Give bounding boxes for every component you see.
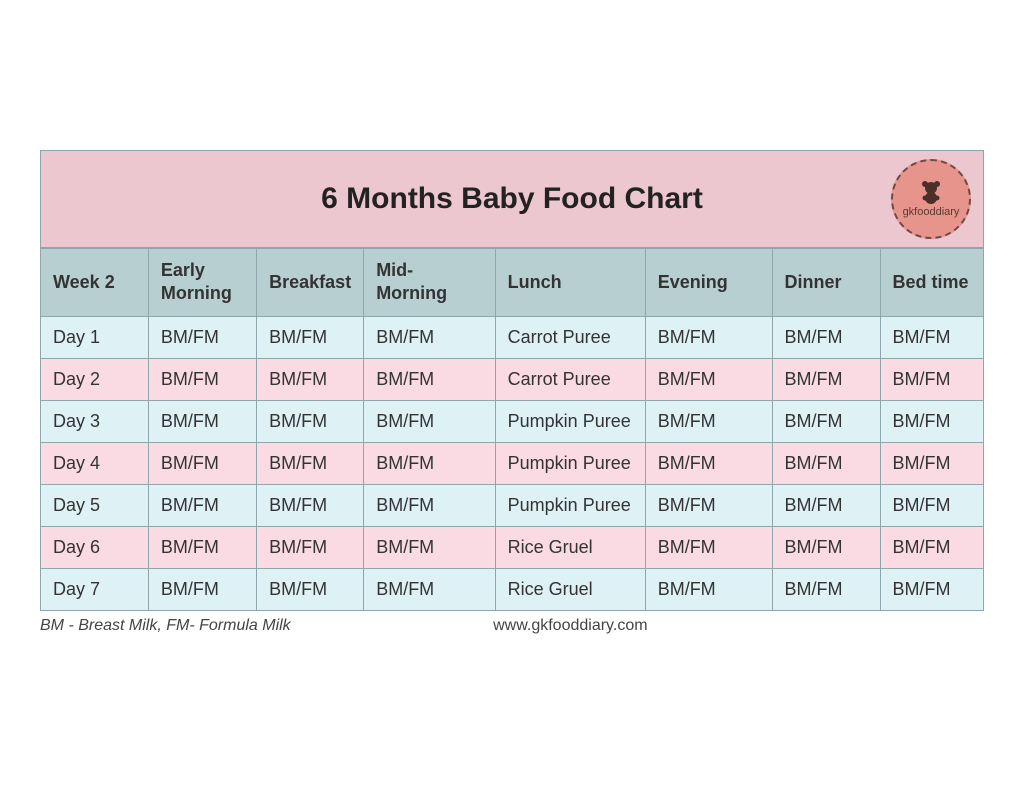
cell-value: BM/FM xyxy=(364,442,495,484)
food-chart-table: Week 2 Early Morning Breakfast Mid- Morn… xyxy=(40,248,984,611)
brand-badge: gkfooddiary xyxy=(891,159,971,239)
cell-value: BM/FM xyxy=(645,358,772,400)
cell-value: BM/FM xyxy=(772,484,880,526)
cell-value: BM/FM xyxy=(880,442,983,484)
table-row: Day 2 BM/FM BM/FM BM/FM Carrot Puree BM/… xyxy=(41,358,984,400)
title-bar: 6 Months Baby Food Chart gkfooddiary xyxy=(40,150,984,248)
cell-value: BM/FM xyxy=(364,400,495,442)
cell-value: BM/FM xyxy=(257,316,364,358)
table-row: Day 7 BM/FM BM/FM BM/FM Rice Gruel BM/FM… xyxy=(41,568,984,610)
chart-title: 6 Months Baby Food Chart xyxy=(321,182,703,216)
cell-value: BM/FM xyxy=(772,400,880,442)
cell-value: BM/FM xyxy=(148,400,256,442)
table-row: Day 3 BM/FM BM/FM BM/FM Pumpkin Puree BM… xyxy=(41,400,984,442)
cell-value: BM/FM xyxy=(645,316,772,358)
cell-value: BM/FM xyxy=(148,442,256,484)
cell-value: BM/FM xyxy=(645,568,772,610)
col-header-breakfast: Breakfast xyxy=(257,249,364,317)
cell-value: Pumpkin Puree xyxy=(495,442,645,484)
table-header-row: Week 2 Early Morning Breakfast Mid- Morn… xyxy=(41,249,984,317)
cell-value: BM/FM xyxy=(364,484,495,526)
col-header-lunch: Lunch xyxy=(495,249,645,317)
col-header-early-morning: Early Morning xyxy=(148,249,256,317)
cell-value: BM/FM xyxy=(364,526,495,568)
cell-value: BM/FM xyxy=(772,442,880,484)
table-row: Day 4 BM/FM BM/FM BM/FM Pumpkin Puree BM… xyxy=(41,442,984,484)
cell-value: BM/FM xyxy=(772,316,880,358)
cell-value: BM/FM xyxy=(257,484,364,526)
col-header-bed-time: Bed time xyxy=(880,249,983,317)
cell-value: BM/FM xyxy=(364,358,495,400)
cell-value: BM/FM xyxy=(645,484,772,526)
cell-value: Rice Gruel xyxy=(495,526,645,568)
cell-value: Pumpkin Puree xyxy=(495,400,645,442)
cell-value: BM/FM xyxy=(148,568,256,610)
cell-value: Pumpkin Puree xyxy=(495,484,645,526)
footer-legend: BM - Breast Milk, FM- Formula Milk xyxy=(40,617,493,635)
cell-value: BM/FM xyxy=(257,400,364,442)
teddy-bear-icon xyxy=(920,180,942,204)
footer-url: www.gkfooddiary.com xyxy=(493,617,984,635)
cell-value: BM/FM xyxy=(772,568,880,610)
cell-value: BM/FM xyxy=(257,442,364,484)
cell-value: Carrot Puree xyxy=(495,316,645,358)
cell-value: BM/FM xyxy=(880,316,983,358)
cell-value: BM/FM xyxy=(645,526,772,568)
cell-value: BM/FM xyxy=(645,442,772,484)
cell-value: BM/FM xyxy=(257,568,364,610)
cell-value: BM/FM xyxy=(880,358,983,400)
cell-value: BM/FM xyxy=(257,358,364,400)
cell-day: Day 6 xyxy=(41,526,149,568)
brand-label: gkfooddiary xyxy=(903,206,960,218)
col-header-dinner: Dinner xyxy=(772,249,880,317)
cell-value: Carrot Puree xyxy=(495,358,645,400)
cell-value: Rice Gruel xyxy=(495,568,645,610)
cell-value: BM/FM xyxy=(880,568,983,610)
cell-day: Day 1 xyxy=(41,316,149,358)
cell-day: Day 3 xyxy=(41,400,149,442)
cell-day: Day 2 xyxy=(41,358,149,400)
table-row: Day 6 BM/FM BM/FM BM/FM Rice Gruel BM/FM… xyxy=(41,526,984,568)
cell-value: BM/FM xyxy=(257,526,364,568)
cell-value: BM/FM xyxy=(148,316,256,358)
cell-value: BM/FM xyxy=(364,316,495,358)
cell-value: BM/FM xyxy=(148,484,256,526)
cell-value: BM/FM xyxy=(880,400,983,442)
col-header-evening: Evening xyxy=(645,249,772,317)
cell-value: BM/FM xyxy=(772,526,880,568)
cell-value: BM/FM xyxy=(772,358,880,400)
footer: BM - Breast Milk, FM- Formula Milk www.g… xyxy=(40,617,984,635)
table-row: Day 1 BM/FM BM/FM BM/FM Carrot Puree BM/… xyxy=(41,316,984,358)
table-body: Day 1 BM/FM BM/FM BM/FM Carrot Puree BM/… xyxy=(41,316,984,610)
cell-value: BM/FM xyxy=(880,484,983,526)
cell-day: Day 7 xyxy=(41,568,149,610)
cell-value: BM/FM xyxy=(148,358,256,400)
cell-value: BM/FM xyxy=(364,568,495,610)
table-row: Day 5 BM/FM BM/FM BM/FM Pumpkin Puree BM… xyxy=(41,484,984,526)
food-chart-container: 6 Months Baby Food Chart gkfooddiary Wee… xyxy=(40,150,984,635)
col-header-mid-morning: Mid- Morning xyxy=(364,249,495,317)
col-header-week: Week 2 xyxy=(41,249,149,317)
cell-value: BM/FM xyxy=(880,526,983,568)
cell-day: Day 5 xyxy=(41,484,149,526)
cell-value: BM/FM xyxy=(645,400,772,442)
cell-day: Day 4 xyxy=(41,442,149,484)
cell-value: BM/FM xyxy=(148,526,256,568)
